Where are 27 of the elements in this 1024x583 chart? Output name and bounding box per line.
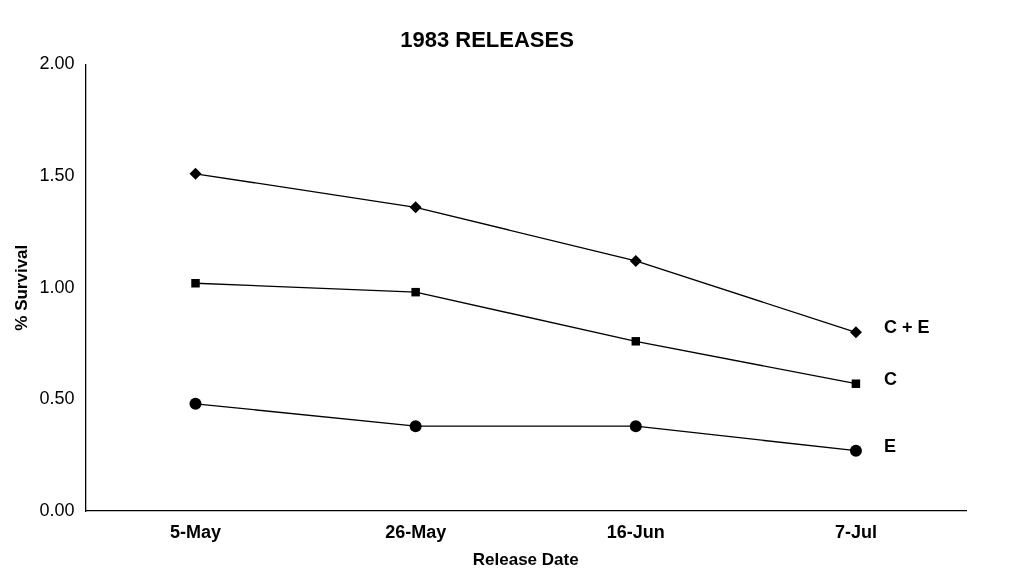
- x-tick-label: 7-Jul: [834, 521, 877, 542]
- y-tick-label: 1.50: [39, 165, 75, 186]
- series-label: C + E: [883, 317, 930, 338]
- y-tick-label: 0.50: [39, 388, 75, 409]
- chart-title: 1983 RELEASES: [400, 27, 574, 53]
- x-tick-label: 26-May: [385, 521, 447, 542]
- point: [409, 201, 422, 214]
- x-tick-label: 16-Jun: [606, 521, 665, 542]
- y-axis-title: % Survival: [11, 244, 31, 331]
- series-label: E: [883, 435, 896, 456]
- y-tick-label: 1.00: [39, 276, 75, 297]
- x-tick-label: 5-May: [169, 521, 222, 542]
- series-label: C: [883, 368, 897, 389]
- y-tick-label: 2.00: [39, 53, 75, 74]
- point: [189, 167, 202, 180]
- point: [191, 278, 200, 288]
- point: [629, 420, 642, 433]
- point: [189, 397, 202, 410]
- point: [411, 287, 420, 297]
- y-tick-label: 0.00: [39, 499, 75, 520]
- x-axis-title: Release Date: [472, 550, 579, 570]
- point: [849, 444, 862, 457]
- point: [409, 420, 422, 433]
- point: [851, 379, 861, 388]
- point: [631, 337, 641, 346]
- point: [849, 326, 862, 339]
- point: [629, 254, 642, 267]
